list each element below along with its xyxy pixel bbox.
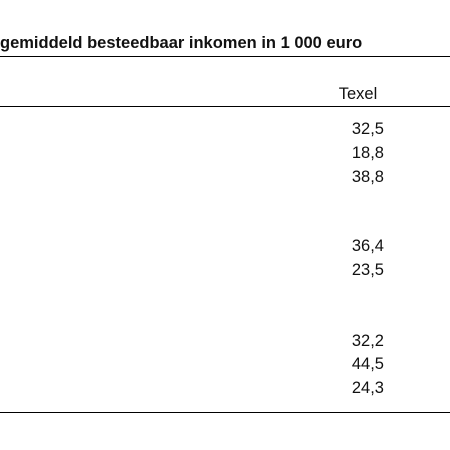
- header-rule: [0, 106, 450, 107]
- bottom-rule: [0, 412, 450, 413]
- table-cell: 24,3: [351, 379, 384, 397]
- table-cell: 44,5: [351, 355, 384, 373]
- table-cell: 23,5: [351, 261, 384, 279]
- table-cell: 32,2: [351, 332, 384, 350]
- table-cell: 36,4: [351, 237, 384, 255]
- table-cell: 38,8: [351, 168, 384, 186]
- top-rule: [0, 56, 450, 57]
- table-cell: 18,8: [351, 144, 384, 162]
- column-header-texel: Texel: [338, 85, 378, 103]
- table-cell: 32,5: [351, 120, 384, 138]
- table-title: gemiddeld besteedbaar inkomen in 1 000 e…: [0, 34, 363, 52]
